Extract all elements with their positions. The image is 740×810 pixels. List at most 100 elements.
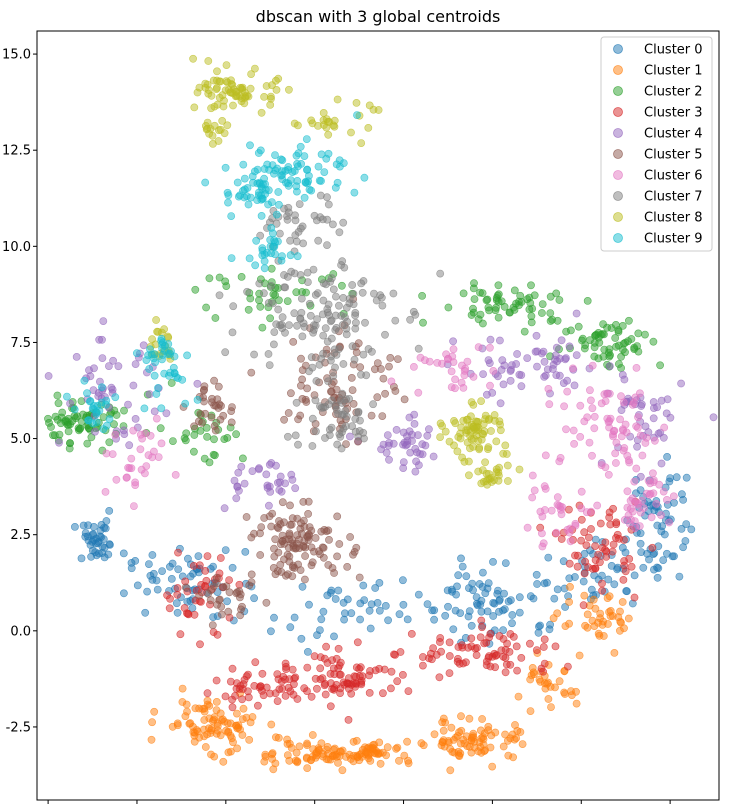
data-point [477,616,486,625]
data-point [144,560,153,568]
data-point [205,702,214,710]
data-point [659,487,668,496]
data-point [375,579,384,587]
data-point [255,279,264,288]
data-point [352,348,361,357]
data-point [449,345,458,354]
data-point [523,523,532,532]
data-point [209,450,218,459]
data-point [489,366,498,375]
data-point [158,338,167,347]
data-point [221,692,230,701]
data-point [378,689,387,698]
data-point [623,487,632,496]
data-point [72,352,81,361]
data-point [332,323,341,332]
data-point [173,584,182,592]
data-point [324,377,332,386]
data-point [544,695,553,703]
legend-label: Cluster 6 [644,169,703,184]
data-point [275,486,284,494]
data-point [233,178,242,187]
data-point [189,562,198,570]
data-point [195,591,204,600]
data-point [70,405,79,414]
data-point [268,161,277,169]
data-point [200,382,209,391]
series-cluster-4 [44,309,718,513]
data-point [517,371,526,379]
data-point [266,627,275,636]
data-point [200,716,209,724]
data-point [590,412,599,421]
data-point [648,543,657,552]
data-point [292,398,301,407]
data-point [99,317,108,325]
data-point [288,536,297,545]
data-point [494,476,503,485]
data-point [316,191,325,200]
data-point [312,684,321,693]
data-point [216,554,225,562]
data-point [309,265,318,274]
data-point [563,387,572,396]
data-point [323,241,331,249]
data-point [552,371,561,379]
data-point [204,57,213,65]
data-point [258,180,267,189]
data-point [286,236,294,245]
data-point [215,596,223,604]
data-point [547,506,556,515]
data-point [482,296,491,305]
data-point [285,321,293,329]
data-point [541,451,550,460]
data-point [229,101,237,110]
data-point [526,707,535,715]
data-point [576,401,585,410]
data-point [286,501,294,510]
data-point [490,411,499,419]
data-point [493,372,502,381]
data-point [303,764,312,772]
data-point [378,412,387,420]
data-point [650,565,658,574]
data-point [492,437,501,446]
data-point [384,616,392,625]
data-point [467,642,476,651]
data-point [561,622,570,630]
data-point [659,556,668,564]
data-point [345,432,354,441]
data-point [660,530,669,539]
data-point [300,575,309,584]
data-point [597,399,606,408]
data-point [292,182,301,191]
data-point [430,730,439,739]
data-point [250,594,258,603]
data-point [650,404,658,412]
data-point [154,327,162,336]
data-point [193,395,202,404]
data-point [463,415,472,424]
data-point [595,338,604,347]
data-point [586,386,594,395]
data-point [293,321,301,330]
data-point [533,362,541,371]
data-point [284,181,293,190]
data-point [472,651,481,659]
data-point [305,600,313,609]
data-point [307,353,316,362]
data-point [557,510,566,519]
data-point [476,288,484,297]
data-point [269,765,278,774]
data-point [459,289,468,298]
data-point [557,535,566,543]
data-point [329,372,338,381]
points-layer [44,54,718,775]
data-point [333,512,342,521]
data-point [403,737,411,746]
data-point [410,419,419,428]
legend-marker [613,86,623,96]
data-point [296,411,305,420]
data-point [259,289,268,298]
data-point [210,376,218,385]
